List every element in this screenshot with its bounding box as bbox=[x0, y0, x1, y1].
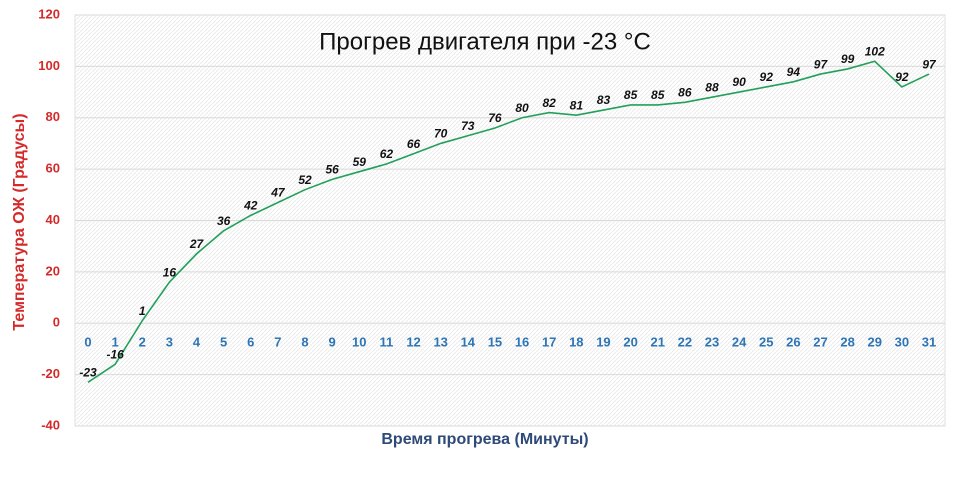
y-tick-label: 60 bbox=[46, 161, 60, 176]
data-label: 85 bbox=[651, 88, 665, 102]
data-label: 52 bbox=[298, 173, 312, 187]
y-tick-label: 0 bbox=[53, 315, 60, 330]
x-tick-label: 13 bbox=[433, 335, 447, 350]
x-tick-label: 0 bbox=[84, 335, 91, 350]
x-tick-label: 29 bbox=[868, 335, 882, 350]
data-label: 27 bbox=[189, 237, 205, 251]
x-tick-label: 11 bbox=[380, 335, 394, 350]
data-label: 59 bbox=[353, 155, 367, 169]
data-label: 80 bbox=[515, 101, 529, 115]
y-tick-label: -20 bbox=[41, 366, 60, 381]
chart-title: Прогрев двигателя при -23 °C bbox=[319, 28, 651, 55]
data-label: 99 bbox=[841, 52, 855, 66]
x-tick-label: 15 bbox=[488, 335, 502, 350]
data-label: 76 bbox=[488, 111, 502, 125]
x-tick-label: 3 bbox=[166, 335, 173, 350]
data-label: 47 bbox=[270, 186, 286, 200]
data-label: 42 bbox=[243, 199, 258, 213]
data-label: 97 bbox=[814, 57, 829, 71]
data-label: 88 bbox=[705, 80, 719, 94]
x-tick-label: 14 bbox=[461, 335, 476, 350]
data-label: 56 bbox=[325, 163, 339, 177]
data-label: 102 bbox=[865, 44, 885, 58]
data-label: 82 bbox=[543, 96, 557, 110]
y-tick-label: 80 bbox=[46, 109, 60, 124]
data-label: 94 bbox=[787, 65, 801, 79]
data-label: 86 bbox=[678, 86, 692, 100]
data-label: 1 bbox=[139, 304, 146, 318]
x-tick-label: 24 bbox=[732, 335, 747, 350]
data-label: 70 bbox=[434, 127, 448, 141]
data-label: 97 bbox=[922, 57, 937, 71]
x-tick-label: 8 bbox=[301, 335, 308, 350]
x-tick-label: 25 bbox=[759, 335, 773, 350]
x-tick-label: 1 bbox=[112, 335, 119, 350]
y-axis-title: Температура ОЖ (Градусы) bbox=[11, 113, 28, 330]
x-tick-label: 16 bbox=[515, 335, 529, 350]
x-tick-label: 31 bbox=[922, 335, 936, 350]
x-tick-label: 27 bbox=[813, 335, 827, 350]
x-tick-label: 20 bbox=[623, 335, 637, 350]
data-label: 36 bbox=[217, 214, 231, 228]
y-tick-label: 100 bbox=[38, 58, 60, 73]
data-label: 85 bbox=[624, 88, 638, 102]
x-tick-label: 5 bbox=[220, 335, 227, 350]
x-tick-label: 28 bbox=[840, 335, 854, 350]
x-tick-label: 17 bbox=[542, 335, 556, 350]
data-label: 16 bbox=[163, 265, 177, 279]
x-tick-label: 22 bbox=[678, 335, 692, 350]
data-label: -23 bbox=[79, 366, 97, 380]
y-tick-label: -40 bbox=[41, 417, 60, 432]
data-label: 81 bbox=[570, 98, 584, 112]
data-line bbox=[87, 60, 930, 383]
x-tick-label: 12 bbox=[406, 335, 420, 350]
x-tick-label: 6 bbox=[247, 335, 254, 350]
x-tick-label: 19 bbox=[596, 335, 610, 350]
y-tick-label: 20 bbox=[46, 263, 60, 278]
data-label: 83 bbox=[597, 93, 611, 107]
x-tick-label: 21 bbox=[650, 335, 664, 350]
x-tick-label: 23 bbox=[705, 335, 719, 350]
y-tick-label: 40 bbox=[46, 212, 60, 227]
data-label: 92 bbox=[895, 70, 909, 84]
data-label: 66 bbox=[407, 137, 421, 151]
x-tick-label: 9 bbox=[329, 335, 336, 350]
x-tick-label: 2 bbox=[139, 335, 146, 350]
x-tick-label: 30 bbox=[895, 335, 909, 350]
x-axis-title: Время прогрева (Минуты) bbox=[381, 431, 588, 448]
data-label: 62 bbox=[380, 147, 394, 161]
y-tick-label: 120 bbox=[38, 6, 60, 21]
data-label: 73 bbox=[461, 119, 475, 133]
data-label: 90 bbox=[732, 75, 746, 89]
x-tick-label: 18 bbox=[569, 335, 583, 350]
x-tick-label: 4 bbox=[193, 335, 201, 350]
x-tick-label: 10 bbox=[352, 335, 366, 350]
x-tick-label: 7 bbox=[274, 335, 281, 350]
x-tick-label: 26 bbox=[786, 335, 800, 350]
data-label: -16 bbox=[106, 348, 124, 362]
data-label: 92 bbox=[760, 70, 774, 84]
